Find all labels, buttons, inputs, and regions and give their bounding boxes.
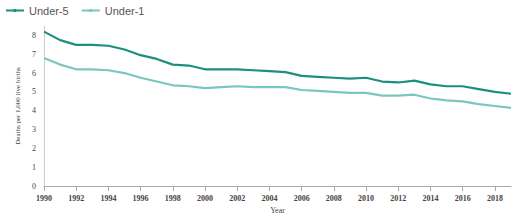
svg-text:2014: 2014 <box>422 194 438 203</box>
svg-text:Deaths per 1,000 live births: Deaths per 1,000 live births <box>14 67 22 145</box>
svg-text:7: 7 <box>32 50 36 59</box>
svg-text:2018: 2018 <box>487 194 503 203</box>
svg-text:2008: 2008 <box>326 194 342 203</box>
svg-text:Under-5: Under-5 <box>29 5 69 17</box>
svg-text:1992: 1992 <box>68 194 84 203</box>
svg-text:2006: 2006 <box>294 194 310 203</box>
svg-text:2016: 2016 <box>455 194 471 203</box>
svg-text:1996: 1996 <box>133 194 149 203</box>
svg-text:Year: Year <box>270 206 285 215</box>
svg-text:0: 0 <box>32 182 36 191</box>
svg-text:1998: 1998 <box>165 194 181 203</box>
svg-text:2000: 2000 <box>197 194 213 203</box>
svg-text:2010: 2010 <box>358 194 374 203</box>
svg-text:6: 6 <box>32 69 36 78</box>
svg-text:2012: 2012 <box>390 194 406 203</box>
svg-text:5: 5 <box>32 87 36 96</box>
svg-text:2: 2 <box>32 144 36 153</box>
svg-text:2002: 2002 <box>229 194 245 203</box>
svg-text:3: 3 <box>32 125 36 134</box>
svg-text:Under-1: Under-1 <box>105 5 145 17</box>
svg-text:8: 8 <box>32 31 36 40</box>
svg-text:4: 4 <box>32 106 36 115</box>
svg-text:2004: 2004 <box>261 194 277 203</box>
svg-text:1994: 1994 <box>100 194 116 203</box>
svg-text:1: 1 <box>32 163 36 172</box>
svg-text:1990: 1990 <box>36 194 52 203</box>
